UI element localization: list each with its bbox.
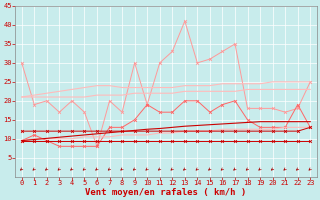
X-axis label: Vent moyen/en rafales ( km/h ): Vent moyen/en rafales ( km/h ) — [85, 188, 247, 197]
